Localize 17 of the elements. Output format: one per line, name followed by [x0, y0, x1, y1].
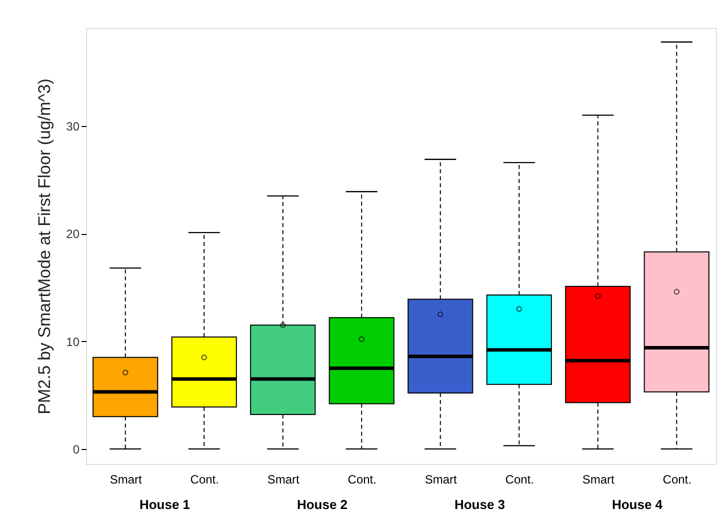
x-tick-label: Cont. — [190, 472, 219, 486]
x-tick-label: Cont. — [348, 472, 376, 486]
x-tick-label: Smart — [424, 472, 458, 486]
x-tick-label: Smart — [582, 472, 616, 486]
y-axis-title: PM2.5 by SmartMode at First Floor (ug/m^3) — [35, 78, 54, 414]
x-tick-label: Cont. — [505, 472, 534, 486]
x-tick-label: Smart — [267, 472, 300, 486]
text: House 1 — [139, 497, 190, 512]
y-tick-label: 20 — [66, 227, 80, 242]
y-tick-label: 10 — [66, 334, 80, 349]
y-tick-label: 30 — [66, 119, 80, 134]
text: House 3 — [454, 497, 506, 512]
x-tick-label: Smart — [110, 472, 143, 486]
y-tick-label: 0 — [72, 442, 80, 456]
text: House 4 — [612, 497, 664, 512]
x-tick-label: Cont. — [662, 472, 692, 486]
text: House 2 — [296, 497, 348, 512]
